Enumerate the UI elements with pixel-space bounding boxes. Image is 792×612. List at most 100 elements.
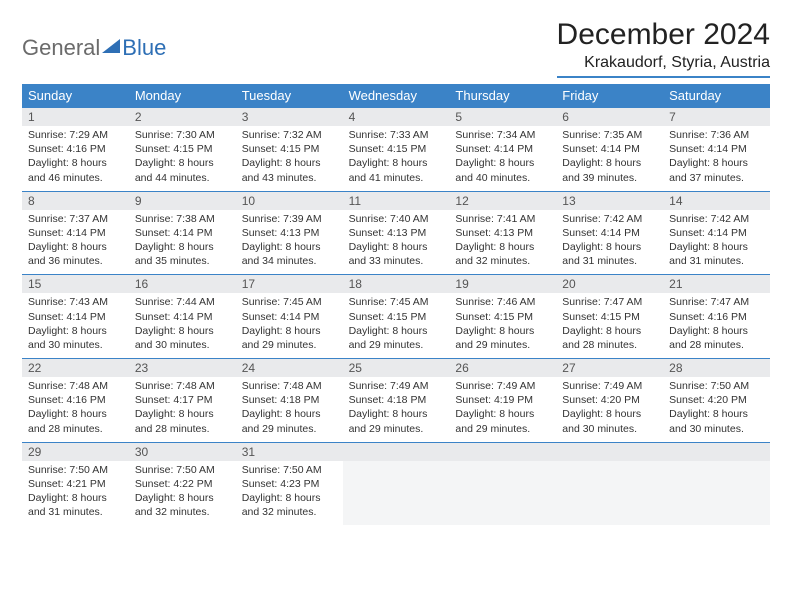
day-cell: 6Sunrise: 7:35 AMSunset: 4:14 PMDaylight… <box>556 107 663 191</box>
day-number <box>663 443 770 461</box>
sunset-line: Sunset: 4:14 PM <box>663 226 770 240</box>
day-number: 16 <box>129 275 236 293</box>
sunset-line: Sunset: 4:14 PM <box>129 310 236 324</box>
daylight-line: Daylight: 8 hours and 40 minutes. <box>449 156 556 184</box>
day-cell: 19Sunrise: 7:46 AMSunset: 4:15 PMDayligh… <box>449 274 556 358</box>
day-cell: 7Sunrise: 7:36 AMSunset: 4:14 PMDaylight… <box>663 107 770 191</box>
sunset-line: Sunset: 4:17 PM <box>129 393 236 407</box>
header-bar: General Blue December 2024 Krakaudorf, S… <box>22 18 770 78</box>
sunrise-line: Sunrise: 7:49 AM <box>556 379 663 393</box>
daylight-line: Daylight: 8 hours and 32 minutes. <box>236 491 343 519</box>
day-number: 31 <box>236 443 343 461</box>
day-number: 2 <box>129 108 236 126</box>
daylight-line: Daylight: 8 hours and 32 minutes. <box>129 491 236 519</box>
sunset-line: Sunset: 4:20 PM <box>663 393 770 407</box>
daylight-line: Daylight: 8 hours and 39 minutes. <box>556 156 663 184</box>
sunset-line: Sunset: 4:14 PM <box>129 226 236 240</box>
logo-text-2: Blue <box>122 35 166 61</box>
sunset-line: Sunset: 4:14 PM <box>556 226 663 240</box>
day-cell: 20Sunrise: 7:47 AMSunset: 4:15 PMDayligh… <box>556 274 663 358</box>
day-header-row: SundayMondayTuesdayWednesdayThursdayFrid… <box>22 84 770 107</box>
sunset-line: Sunset: 4:15 PM <box>343 310 450 324</box>
day-cell: 15Sunrise: 7:43 AMSunset: 4:14 PMDayligh… <box>22 274 129 358</box>
sunset-line: Sunset: 4:16 PM <box>22 393 129 407</box>
day-number: 27 <box>556 359 663 377</box>
sunrise-line: Sunrise: 7:38 AM <box>129 212 236 226</box>
daylight-line: Daylight: 8 hours and 29 minutes. <box>449 324 556 352</box>
day-number: 21 <box>663 275 770 293</box>
sunset-line: Sunset: 4:14 PM <box>22 226 129 240</box>
sunrise-line: Sunrise: 7:35 AM <box>556 128 663 142</box>
month-title: December 2024 <box>557 18 770 52</box>
day-cell: 23Sunrise: 7:48 AMSunset: 4:17 PMDayligh… <box>129 358 236 442</box>
sunrise-line: Sunrise: 7:41 AM <box>449 212 556 226</box>
daylight-line: Daylight: 8 hours and 30 minutes. <box>556 407 663 435</box>
sunrise-line: Sunrise: 7:48 AM <box>236 379 343 393</box>
daylight-line: Daylight: 8 hours and 29 minutes. <box>449 407 556 435</box>
day-number: 5 <box>449 108 556 126</box>
day-cell: 22Sunrise: 7:48 AMSunset: 4:16 PMDayligh… <box>22 358 129 442</box>
day-number <box>556 443 663 461</box>
day-cell: 10Sunrise: 7:39 AMSunset: 4:13 PMDayligh… <box>236 191 343 275</box>
sunrise-line: Sunrise: 7:32 AM <box>236 128 343 142</box>
daylight-line: Daylight: 8 hours and 31 minutes. <box>663 240 770 268</box>
sunrise-line: Sunrise: 7:39 AM <box>236 212 343 226</box>
day-header: Saturday <box>663 84 770 107</box>
daylight-line: Daylight: 8 hours and 28 minutes. <box>556 324 663 352</box>
daylight-line: Daylight: 8 hours and 41 minutes. <box>343 156 450 184</box>
daylight-line: Daylight: 8 hours and 36 minutes. <box>22 240 129 268</box>
day-cell: 4Sunrise: 7:33 AMSunset: 4:15 PMDaylight… <box>343 107 450 191</box>
day-cell: 9Sunrise: 7:38 AMSunset: 4:14 PMDaylight… <box>129 191 236 275</box>
day-number <box>449 443 556 461</box>
sunrise-line: Sunrise: 7:48 AM <box>22 379 129 393</box>
daylight-line: Daylight: 8 hours and 28 minutes. <box>663 324 770 352</box>
sunset-line: Sunset: 4:16 PM <box>22 142 129 156</box>
day-number: 26 <box>449 359 556 377</box>
day-cell: 24Sunrise: 7:48 AMSunset: 4:18 PMDayligh… <box>236 358 343 442</box>
day-cell: 14Sunrise: 7:42 AMSunset: 4:14 PMDayligh… <box>663 191 770 275</box>
sunset-line: Sunset: 4:15 PM <box>449 310 556 324</box>
sunset-line: Sunset: 4:22 PM <box>129 477 236 491</box>
sunrise-line: Sunrise: 7:30 AM <box>129 128 236 142</box>
day-number: 11 <box>343 192 450 210</box>
day-number: 30 <box>129 443 236 461</box>
sunrise-line: Sunrise: 7:34 AM <box>449 128 556 142</box>
daylight-line: Daylight: 8 hours and 34 minutes. <box>236 240 343 268</box>
daylight-line: Daylight: 8 hours and 46 minutes. <box>22 156 129 184</box>
day-cell: 29Sunrise: 7:50 AMSunset: 4:21 PMDayligh… <box>22 442 129 526</box>
sunrise-line: Sunrise: 7:50 AM <box>129 463 236 477</box>
day-header: Sunday <box>22 84 129 107</box>
daylight-line: Daylight: 8 hours and 29 minutes. <box>343 407 450 435</box>
day-cell: 1Sunrise: 7:29 AMSunset: 4:16 PMDaylight… <box>22 107 129 191</box>
day-number: 7 <box>663 108 770 126</box>
logo: General Blue <box>22 35 166 61</box>
day-number: 20 <box>556 275 663 293</box>
sunset-line: Sunset: 4:15 PM <box>343 142 450 156</box>
day-cell: 16Sunrise: 7:44 AMSunset: 4:14 PMDayligh… <box>129 274 236 358</box>
day-number: 3 <box>236 108 343 126</box>
day-cell: 25Sunrise: 7:49 AMSunset: 4:18 PMDayligh… <box>343 358 450 442</box>
daylight-line: Daylight: 8 hours and 32 minutes. <box>449 240 556 268</box>
daylight-line: Daylight: 8 hours and 30 minutes. <box>663 407 770 435</box>
sunrise-line: Sunrise: 7:47 AM <box>556 295 663 309</box>
calendar: SundayMondayTuesdayWednesdayThursdayFrid… <box>22 84 770 525</box>
sunset-line: Sunset: 4:23 PM <box>236 477 343 491</box>
sunrise-line: Sunrise: 7:47 AM <box>663 295 770 309</box>
day-number: 23 <box>129 359 236 377</box>
sunrise-line: Sunrise: 7:37 AM <box>22 212 129 226</box>
sunset-line: Sunset: 4:13 PM <box>449 226 556 240</box>
day-number: 24 <box>236 359 343 377</box>
sunrise-line: Sunrise: 7:48 AM <box>129 379 236 393</box>
daylight-line: Daylight: 8 hours and 31 minutes. <box>22 491 129 519</box>
sunrise-line: Sunrise: 7:50 AM <box>236 463 343 477</box>
sunrise-line: Sunrise: 7:49 AM <box>449 379 556 393</box>
sunrise-line: Sunrise: 7:42 AM <box>663 212 770 226</box>
day-cell: 8 Sunrise: 7:37 AMSunset: 4:14 PMDaylight… <box>22 191 129 275</box>
day-number: 8 <box>22 192 129 210</box>
day-cell: 5Sunrise: 7:34 AMSunset: 4:14 PMDaylight… <box>449 107 556 191</box>
day-cell: 17Sunrise: 7:45 AMSunset: 4:14 PMDayligh… <box>236 274 343 358</box>
sunset-line: Sunset: 4:19 PM <box>449 393 556 407</box>
day-number: 17 <box>236 275 343 293</box>
day-header: Friday <box>556 84 663 107</box>
sunrise-line: Sunrise: 7:40 AM <box>343 212 450 226</box>
